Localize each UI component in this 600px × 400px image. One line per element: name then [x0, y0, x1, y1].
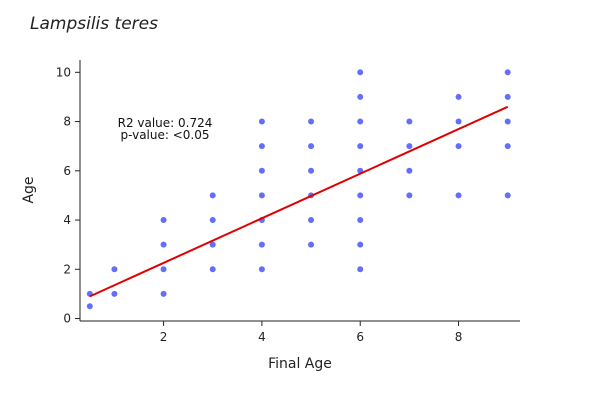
- data-point: [86, 303, 93, 310]
- data-point: [258, 192, 265, 199]
- data-point: [504, 93, 511, 100]
- data-point: [160, 217, 167, 224]
- data-point: [111, 266, 118, 273]
- data-point: [111, 290, 118, 297]
- data-point: [504, 118, 511, 125]
- data-point: [357, 266, 364, 273]
- y-tick-label: 6: [63, 164, 71, 178]
- data-point: [357, 241, 364, 248]
- y-tick-label: 0: [63, 312, 71, 326]
- annotation-r2: R2 value: 0.724: [118, 116, 213, 130]
- data-point: [258, 167, 265, 174]
- data-point: [258, 266, 265, 273]
- y-tick-label: 4: [63, 213, 71, 227]
- data-point: [209, 217, 216, 224]
- annotation-pvalue: p-value: <0.05: [120, 128, 209, 142]
- data-point: [357, 143, 364, 150]
- axes: 2 4 6 8 0 2 4 6 8 10: [56, 60, 520, 344]
- data-point: [160, 290, 167, 297]
- data-point: [308, 217, 315, 224]
- data-point: [209, 266, 216, 273]
- data-point: [504, 69, 511, 76]
- data-points: [86, 69, 511, 310]
- x-tick-label: 2: [160, 330, 168, 344]
- data-point: [209, 241, 216, 248]
- y-tick-label: 10: [56, 65, 71, 79]
- data-point: [406, 192, 413, 199]
- regression-line: [89, 105, 509, 298]
- data-point: [308, 241, 315, 248]
- data-point: [357, 118, 364, 125]
- data-point: [258, 143, 265, 150]
- data-point: [308, 118, 315, 125]
- data-point: [258, 241, 265, 248]
- data-point: [308, 143, 315, 150]
- data-point: [455, 143, 462, 150]
- data-point: [406, 118, 413, 125]
- data-point: [504, 143, 511, 150]
- x-tick-label: 6: [356, 330, 364, 344]
- data-point: [357, 217, 364, 224]
- data-point: [209, 192, 216, 199]
- data-point: [455, 93, 462, 100]
- x-axis-label: Final Age: [268, 356, 332, 372]
- data-point: [406, 167, 413, 174]
- data-point: [406, 143, 413, 150]
- data-point: [160, 241, 167, 248]
- data-point: [357, 192, 364, 199]
- data-point: [455, 192, 462, 199]
- chart-title: Lampsilis teres: [30, 14, 158, 34]
- data-point: [357, 69, 364, 76]
- x-tick-label: 8: [455, 330, 463, 344]
- data-point: [455, 118, 462, 125]
- y-tick-label: 2: [63, 262, 71, 276]
- x-tick-label: 4: [258, 330, 266, 344]
- data-point: [504, 192, 511, 199]
- data-point: [160, 266, 167, 273]
- data-point: [258, 118, 265, 125]
- y-axis-label: Age: [21, 176, 37, 203]
- data-point: [308, 167, 315, 174]
- y-tick-label: 8: [63, 115, 71, 129]
- data-point: [357, 93, 364, 100]
- fit-line-group: [89, 105, 509, 298]
